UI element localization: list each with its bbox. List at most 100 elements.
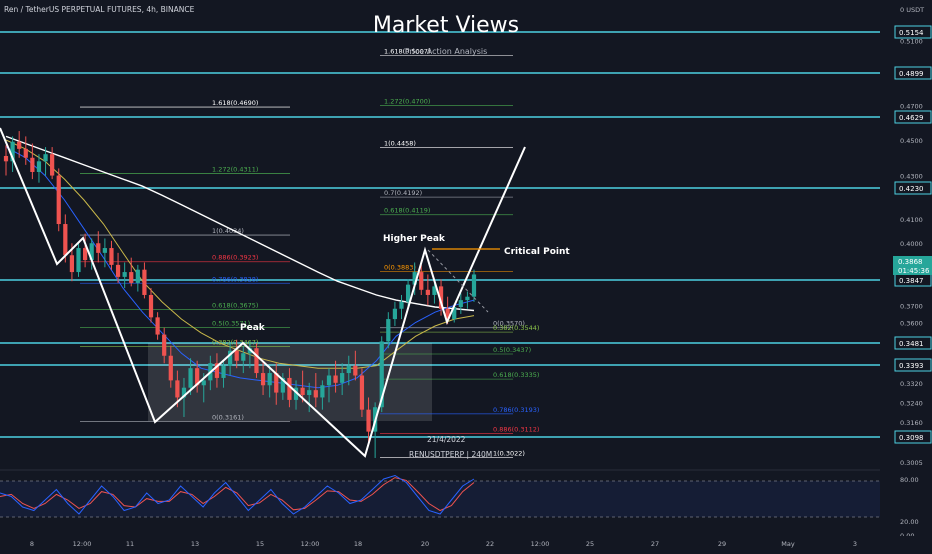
candle-body	[3, 155, 9, 162]
fib-left-label: 0.382(0.3467)	[212, 339, 258, 347]
current-price-badge: 0.3868 01:45:36	[893, 256, 932, 275]
price-tick-label: 0.3160	[900, 419, 923, 427]
fib-right-label: 0(0.3570)	[493, 320, 525, 328]
candle-body	[465, 296, 470, 301]
moving-average-line	[5, 146, 475, 389]
symbol-header[interactable]: Ren / TetherUS PERPETUAL FUTURES, 4h, BI…	[4, 5, 195, 14]
candle-body	[56, 175, 61, 225]
fib-left-label: 0.886(0.3923)	[212, 254, 258, 262]
watermark-subtitle: Price Action Analysis	[405, 47, 488, 56]
candle-body	[129, 272, 134, 283]
time-tick-label: May	[781, 540, 795, 548]
fib-left-label: 0.618(0.3675)	[212, 302, 258, 310]
time-tick-label: 25	[586, 540, 594, 548]
time-axis-ticks: 8 12:00 11 13 15 12:00 18 20 22 12:00 25 27 29 May 3	[30, 540, 857, 548]
stochastic-band	[0, 481, 880, 517]
price-tick-label: 0.3005	[900, 459, 923, 467]
candle-body	[333, 375, 338, 383]
candle-body	[241, 353, 246, 361]
time-tick-label: 8	[30, 540, 34, 548]
candle-body	[326, 375, 332, 386]
time-tick-label: 11	[126, 540, 134, 548]
candle-body	[405, 284, 411, 302]
candle-body	[228, 350, 233, 366]
price-tick-label: 0.3320	[900, 380, 923, 388]
countdown-timer: 01:45:36	[898, 267, 930, 275]
fib-left-label: 1.618(0.4690)	[212, 99, 258, 107]
zigzag-pattern-line	[0, 127, 526, 458]
key-level-label: 0.3393	[899, 362, 924, 370]
key-level-badge	[894, 181, 932, 195]
price-tick-label: 0.4500	[900, 137, 923, 145]
stochastic-pane[interactable]	[0, 469, 880, 518]
fib-right-label: 0.786(0.3193)	[493, 406, 539, 414]
candle-body	[96, 243, 101, 253]
fib-left-label: 1.272(0.4311)	[212, 166, 258, 174]
fib-left-label: 1(0.4034)	[212, 227, 244, 235]
candle-body	[313, 390, 318, 398]
candle-body	[340, 373, 345, 383]
key-level-badge	[894, 358, 932, 372]
candle-body	[115, 264, 121, 277]
candle-body	[43, 154, 48, 162]
candle-body	[195, 368, 200, 386]
price-tick-label: 0.4300	[900, 173, 923, 181]
time-tick-label: 18	[354, 540, 362, 548]
fib-left-label: 0.786(0.3828)	[212, 275, 258, 283]
time-axis-bg	[0, 536, 932, 550]
stochastic-k-line	[0, 474, 475, 515]
key-level-badge	[894, 25, 932, 39]
candle-body	[135, 269, 140, 283]
candle-body	[425, 289, 430, 295]
key-level-label: 0.5154	[899, 29, 924, 37]
time-tick-label: 29	[718, 540, 726, 548]
fib-right-label: 1.272(0.4700)	[384, 97, 430, 105]
current-price-value: 0.3868	[898, 258, 923, 266]
candle-body	[471, 274, 477, 297]
candle-body	[346, 365, 351, 374]
candle-body	[63, 224, 68, 256]
fib-right-label: 1.618(0.5007)	[384, 48, 430, 56]
fib-right-label: 0.382(0.3544)	[493, 324, 539, 332]
candle-body	[122, 272, 127, 277]
time-tick-label: 20	[421, 540, 429, 548]
candle-body	[366, 409, 371, 432]
candle-body	[69, 255, 75, 273]
candle-body	[399, 301, 404, 309]
candle-body	[300, 387, 305, 396]
candle-body	[155, 317, 160, 335]
candle-body	[432, 286, 437, 295]
key-level-label: 0.4899	[899, 70, 924, 78]
key-level-label: 0.3481	[899, 340, 924, 348]
candle-body	[274, 373, 279, 393]
candle-body	[10, 141, 15, 162]
candle-body	[162, 334, 167, 356]
stochastic-tick-label: 20.00	[900, 518, 919, 526]
candle-body	[386, 319, 391, 342]
time-axis[interactable]	[0, 536, 932, 550]
candle-body	[392, 308, 398, 320]
candle-body	[293, 387, 299, 400]
fib-right-label: 0.5(0.3437)	[493, 346, 531, 354]
candle-body	[148, 294, 154, 318]
candle-body	[458, 300, 463, 308]
annotation-higher-peak: Higher Peak	[383, 234, 446, 244]
key-level-label: 0.3098	[899, 434, 924, 442]
candle-body	[82, 248, 88, 261]
price-axis-level-labels: 0.5154 0.4899 0.4629 0.4230 0.3847 0.3481 0.33…	[894, 25, 932, 444]
time-tick-label: 12:00	[531, 540, 550, 548]
key-level-badge	[894, 66, 932, 80]
candle-body	[23, 148, 28, 158]
price-tick-label: 0.3700	[900, 302, 923, 310]
key-level-badge	[894, 110, 932, 124]
price-tick-label: 0.5100	[900, 38, 923, 46]
candle-body	[221, 365, 226, 378]
candle-body	[287, 377, 292, 400]
candle-body	[379, 341, 384, 408]
candle-body	[30, 157, 35, 172]
candle-body	[168, 355, 173, 381]
price-tick-label: 0.4000	[900, 240, 923, 248]
